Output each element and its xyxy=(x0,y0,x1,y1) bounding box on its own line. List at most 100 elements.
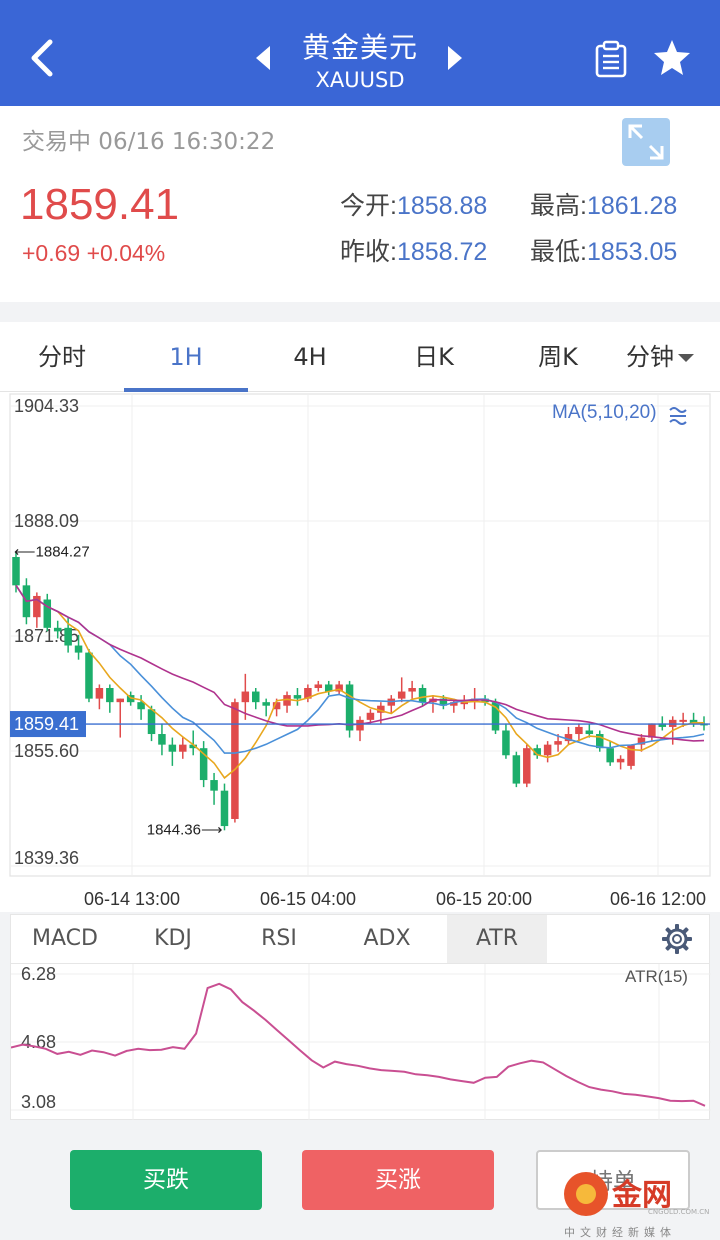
min-price-marker: 1844.36⟶ xyxy=(147,821,223,838)
ma10-line xyxy=(15,584,705,754)
candle xyxy=(314,680,323,692)
candle xyxy=(199,741,208,788)
watermark-domain: CNGOLD.COM.CN xyxy=(648,1208,710,1216)
logo-icon xyxy=(564,1172,608,1216)
x-tick-label: 06-15 04:00 xyxy=(260,889,356,909)
tab-daily[interactable]: 日K xyxy=(414,343,454,371)
chevron-down-icon xyxy=(678,354,694,362)
y-tick-label: 1855.60 xyxy=(14,741,79,761)
max-price-marker: ⟵1884.27 xyxy=(14,543,90,560)
symbol-code: XAUUSD xyxy=(315,68,405,92)
low-stat: 最低:1853.05 xyxy=(530,232,677,268)
candle xyxy=(606,741,614,766)
high-stat: 最高:1861.28 xyxy=(530,186,677,222)
candle xyxy=(304,684,312,703)
candle xyxy=(189,730,197,756)
candle xyxy=(283,691,291,713)
back-arrow-icon[interactable] xyxy=(24,36,64,80)
y-tick-label: 1839.36 xyxy=(14,848,79,868)
tab-atr[interactable]: ATR xyxy=(447,915,547,963)
quote-panel: 交易中 06/16 16:30:22 1859.41 +0.69 +0.04% … xyxy=(0,106,720,302)
tab-minute-dropdown[interactable]: 分钟 xyxy=(600,322,720,392)
candlestick-chart[interactable]: 1904.33 1888.09 1871.85 1855.60 1839.36 1859… xyxy=(0,392,720,912)
price-chart-area[interactable]: 1904.33 1888.09 1871.85 1855.60 1839.36 1859… xyxy=(0,392,720,912)
atr-y-tick: 6.28 xyxy=(21,964,56,984)
candle xyxy=(33,592,41,628)
low-value: 1853.05 xyxy=(586,238,678,266)
candle xyxy=(262,698,270,717)
candle xyxy=(106,684,114,713)
previous-symbol-icon[interactable] xyxy=(252,44,276,72)
tab-timeshare[interactable]: 分时 xyxy=(38,343,86,371)
ma-toggle-icon[interactable] xyxy=(669,407,687,425)
price-change: +0.69 +0.04% xyxy=(22,240,166,266)
tab-adx[interactable]: ADX xyxy=(363,926,411,951)
position-button[interactable]: 持单 xyxy=(536,1150,690,1210)
candle xyxy=(210,772,218,805)
prev-close-label: 昨收: xyxy=(340,238,397,266)
indicator-tabs: MACD KDJ RSI ADX ATR xyxy=(10,914,710,964)
candle xyxy=(397,677,406,703)
tab-weekly[interactable]: 周K xyxy=(538,343,578,371)
sell-button[interactable]: 买跌 xyxy=(70,1150,262,1210)
candle xyxy=(95,684,104,710)
candle xyxy=(293,688,302,706)
page-title: 黄金美元 xyxy=(301,31,418,64)
candle xyxy=(356,716,364,742)
last-price: 1859.41 xyxy=(20,180,180,229)
candle xyxy=(168,737,177,766)
buy-button[interactable]: 买涨 xyxy=(302,1150,494,1210)
candle xyxy=(523,744,531,788)
candle xyxy=(648,723,656,742)
tab-minute-label: 分钟 xyxy=(626,343,674,371)
candle xyxy=(564,726,573,745)
tab-kdj[interactable]: KDJ xyxy=(154,926,192,951)
header: 黄金美元 XAUUSD xyxy=(0,0,720,106)
candle xyxy=(575,723,583,742)
clipboard-icon[interactable] xyxy=(594,40,628,78)
x-tick-label: 06-16 12:00 xyxy=(610,889,706,909)
atr-chart[interactable]: 6.28 4.68 3.08 ATR(15) xyxy=(10,964,711,1120)
candle xyxy=(585,723,594,738)
gear-icon[interactable] xyxy=(661,923,693,955)
atr-panel[interactable]: 6.28 4.68 3.08 ATR(15) xyxy=(10,964,711,1120)
candle xyxy=(53,620,62,639)
candle xyxy=(533,744,541,759)
period-tabs: 分时 1H 4H 日K 周K 分钟 xyxy=(0,322,720,392)
ma-legend[interactable]: MA(5,10,20) xyxy=(552,402,657,423)
open-value: 1858.88 xyxy=(396,192,488,220)
atr-label: ATR(15) xyxy=(625,967,688,986)
expand-icon xyxy=(628,124,664,160)
favorite-star-icon[interactable] xyxy=(652,38,692,78)
open-label: 今开: xyxy=(340,192,397,220)
next-symbol-icon[interactable] xyxy=(442,44,466,72)
ma5-line xyxy=(15,584,705,780)
candle xyxy=(491,698,500,735)
tab-4h[interactable]: 4H xyxy=(293,343,327,371)
high-value: 1861.28 xyxy=(586,192,678,220)
watermark-name: 金网 xyxy=(612,1178,672,1213)
candle xyxy=(43,593,52,632)
tab-1h[interactable]: 1H xyxy=(124,322,248,392)
candle xyxy=(241,673,250,720)
candle xyxy=(387,695,396,713)
atr-y-tick: 3.08 xyxy=(21,1092,56,1112)
trading-status: 交易中 06/16 16:30:22 xyxy=(22,129,276,155)
tab-rsi[interactable]: RSI xyxy=(261,926,297,951)
candle xyxy=(335,680,343,696)
tab-macd[interactable]: MACD xyxy=(32,926,98,951)
low-label: 最低: xyxy=(530,238,587,266)
atr-series-line xyxy=(10,982,706,1107)
prev-close-stat: 昨收:1858.72 xyxy=(340,232,487,268)
open-stat: 今开:1858.88 xyxy=(340,186,487,222)
candle xyxy=(408,680,416,699)
x-tick-label: 06-14 13:00 xyxy=(84,889,180,909)
candle xyxy=(596,730,604,752)
prev-close-value: 1858.72 xyxy=(396,238,488,266)
y-tick-label: 1871.85 xyxy=(14,626,79,646)
fullscreen-button[interactable] xyxy=(622,118,670,166)
current-price-label: 1859.41 xyxy=(14,714,79,734)
atr-y-tick: 4.68 xyxy=(21,1032,56,1052)
candle xyxy=(502,723,510,759)
